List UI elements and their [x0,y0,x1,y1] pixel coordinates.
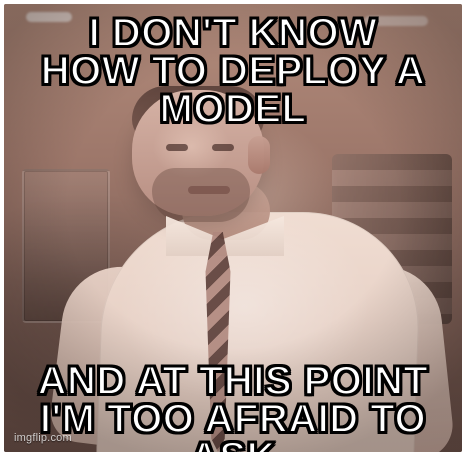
left-eye [166,144,188,151]
top-caption-line-2: HOW TO DEPLOY A MODEL [4,52,462,128]
watermark: imgflip.com [14,432,72,444]
top-caption: I DON'T KNOW HOW TO DEPLOY A MODEL [4,14,462,128]
meme-image: I DON'T KNOW HOW TO DEPLOY A MODEL AND A… [4,4,462,452]
bottom-caption-line-1: AND AT THIS POINT [4,362,462,400]
right-eye [212,144,234,151]
bottom-caption-line-2: I'M TOO AFRAID TO ASK [4,400,462,452]
bottom-caption: AND AT THIS POINT I'M TOO AFRAID TO ASK [4,362,462,452]
mouth [188,186,230,194]
top-caption-line-1: I DON'T KNOW [4,14,462,52]
beard [152,168,250,222]
ear [248,136,270,174]
